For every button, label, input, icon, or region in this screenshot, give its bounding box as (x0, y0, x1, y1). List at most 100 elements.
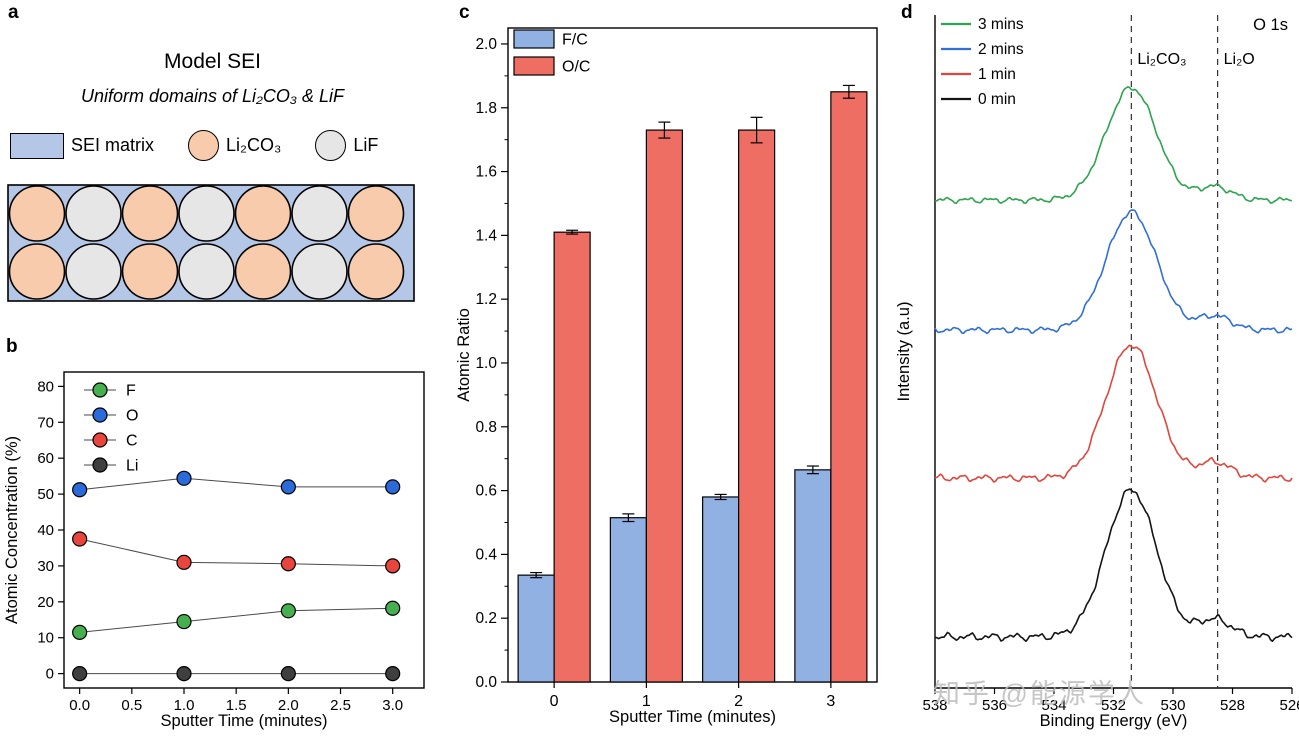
particle-li2co3 (8, 243, 66, 300)
y-tick-label: 0.4 (475, 546, 497, 563)
y-tick-label: 0 (46, 666, 54, 683)
legend-label-O: O (126, 408, 138, 425)
reference-label-0: Li₂CO₃ (1137, 51, 1186, 68)
plot-frame-c (507, 27, 878, 683)
x-tick-label: 1.0 (174, 697, 195, 714)
legend-label-F: F (126, 383, 136, 400)
x-tick-label: 530 (1160, 697, 1185, 714)
x-tick-label: 534 (1041, 697, 1066, 714)
x-tick-label: 1 (642, 693, 651, 710)
particle-lif (65, 243, 122, 300)
data-point-Li-3 (385, 666, 401, 682)
data-point-F-0 (72, 624, 88, 640)
schematic-legend-item-0: SEI matrix (10, 132, 155, 159)
y-tick-label: 1.8 (475, 100, 497, 117)
sei-matrix-swatch (10, 132, 64, 159)
schematic-title: Model SEI (164, 50, 261, 73)
x-tick-label: 0.5 (121, 697, 142, 714)
x-axis-label-b: Sputter Time (minutes) (161, 712, 328, 730)
y-tick-label: 2.0 (475, 36, 497, 53)
bar-fc-1 (609, 517, 647, 683)
y-tick-label: 1.0 (475, 355, 497, 372)
particle-li2co3 (347, 185, 405, 242)
legend-label-3: 0 min (978, 91, 1016, 108)
spectrum-1-min (934, 344, 1293, 483)
data-point-O-3 (385, 479, 401, 495)
x-tick-label: 536 (982, 697, 1007, 714)
reference-label-1: Li₂O (1224, 51, 1255, 68)
particle-lif (65, 185, 122, 242)
bar-oc-1 (645, 129, 683, 683)
series-line-O (79, 477, 393, 491)
y-tick-label: 0.0 (475, 674, 497, 691)
data-point-F-3 (385, 600, 401, 616)
y-tick-label: 50 (37, 486, 54, 503)
x-axis-label-d: Binding Energy (eV) (1040, 712, 1188, 730)
watermark: 知乎 @能源学人 (933, 679, 1146, 709)
data-point-C-0 (72, 531, 88, 547)
data-point-F-1 (176, 613, 192, 630)
particle-li2co3 (234, 243, 292, 300)
x-tick-label: 0 (550, 693, 559, 710)
x-tick-label: 0.0 (69, 697, 90, 714)
spectrum-2-mins (934, 209, 1293, 335)
data-point-C-2 (280, 556, 296, 572)
panel-label-c: c (459, 2, 470, 23)
panel-b-chart: 0 10 20 30 40 50 60 70 80 0.0 0.5 1.0 1.5 2.0 2.5 3.0 FO… (3, 371, 425, 730)
data-point-C-3 (385, 558, 401, 574)
data-point-Li-2 (280, 666, 296, 682)
spectrum-3-mins (934, 86, 1293, 204)
legend-marker-O (92, 407, 108, 423)
annotation-o1s: O 1s (1253, 16, 1288, 34)
schematic-legend-label: SEI matrix (71, 135, 155, 155)
bar-fc-2 (702, 496, 740, 683)
particle-lif (178, 185, 235, 242)
x-tick-label: 532 (1101, 697, 1126, 714)
y-tick-label: 1.2 (475, 291, 497, 308)
x-tick-label: 538 (922, 697, 947, 714)
schematic-diagram (7, 184, 415, 302)
y-tick-label: 0.2 (475, 610, 497, 627)
legend-label-Li: Li (126, 458, 138, 475)
x-tick-label: 3.0 (382, 697, 403, 714)
series-line-F (79, 607, 393, 633)
data-point-F-2 (280, 603, 296, 619)
particle-li2co3 (234, 185, 292, 242)
particle-li2co3 (121, 185, 179, 242)
particle-li2co3 (347, 243, 405, 300)
particle-lif (291, 243, 348, 300)
legend-swatch-0 (513, 29, 555, 49)
legend-marker-C (92, 432, 108, 448)
legend-label-1: O/C (562, 59, 590, 76)
y-axis-label-b: Atomic Concentration (%) (3, 436, 21, 624)
legend-marker-Li (92, 457, 108, 473)
data-point-Li-1 (176, 666, 192, 682)
y-tick-label: 0.8 (475, 419, 497, 436)
particle-li2co3 (8, 185, 66, 242)
legend-label-2: 1 min (978, 66, 1016, 83)
data-point-C-1 (176, 554, 192, 570)
legend-label-0: F/C (562, 32, 588, 49)
particle-swatch-icon (315, 130, 347, 161)
x-tick-label: 526 (1279, 697, 1299, 714)
y-tick-label: 0.6 (475, 483, 497, 500)
bar-fc-0 (517, 574, 555, 683)
bar-oc-3 (830, 91, 868, 683)
legend-marker-F (92, 382, 108, 398)
bar-oc-2 (738, 129, 776, 683)
schematic-legend: SEI matrix Li₂CO₃ LiF (10, 130, 378, 161)
particle-swatch-icon (188, 130, 220, 161)
x-tick-label: 2.0 (278, 697, 299, 714)
y-tick-label: 40 (37, 522, 54, 539)
x-tick-label: 2.5 (330, 697, 351, 714)
y-tick-label: 10 (37, 630, 54, 647)
panel-label-b: b (6, 336, 18, 357)
data-point-O-2 (280, 479, 296, 495)
bar-oc-0 (553, 231, 591, 683)
schematic-legend-label: LiF (353, 135, 379, 155)
y-tick-label: 70 (37, 414, 54, 431)
schematic-legend-label: Li₂CO₃ (226, 135, 282, 155)
data-point-O-0 (72, 482, 88, 498)
y-tick-label: 1.4 (475, 227, 497, 244)
